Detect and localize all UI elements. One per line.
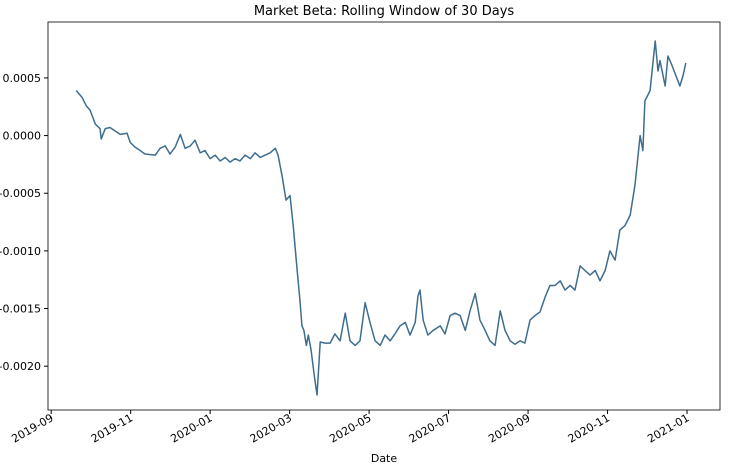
plot-frame — [47, 21, 721, 411]
y-tick-label: 0.0000 — [3, 130, 42, 143]
y-tick-label: -0.0005 — [0, 187, 41, 200]
x-tick-label: 2020-09 — [486, 411, 532, 445]
x-tick-label: 2020-01 — [168, 411, 214, 445]
chart-title: Market Beta: Rolling Window of 30 Days — [254, 4, 515, 19]
data-line — [75, 40, 687, 396]
y-tick-label: 0.0005 — [3, 72, 42, 85]
x-tick-label: 2020-07 — [407, 411, 453, 445]
y-tick-label: -0.0010 — [0, 245, 41, 258]
y-tick-label: -0.0015 — [0, 303, 41, 316]
x-tick-label: 2020-03 — [248, 411, 294, 445]
x-tick-label: 2019-09 — [9, 411, 55, 445]
x-axis-label: Date — [371, 452, 398, 465]
y-tick-label: -0.0020 — [0, 360, 41, 373]
x-tick-label: 2020-05 — [327, 411, 373, 445]
x-tick-label: 2020-11 — [566, 411, 612, 445]
x-tick-label: 2021-01 — [645, 411, 691, 445]
x-tick-label: 2019-11 — [89, 411, 135, 445]
